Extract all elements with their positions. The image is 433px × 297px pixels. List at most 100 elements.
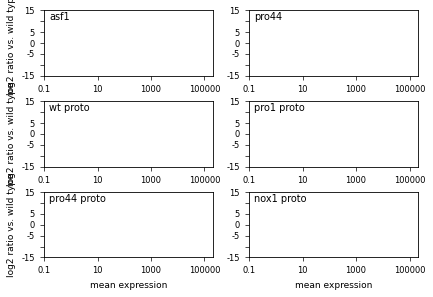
Point (166, 45, 173, 49)
Point (316, 37, 323, 41)
Point (296, 215, 303, 220)
Point (90, 129, 97, 133)
Point (393, 41, 400, 46)
Point (183, 218, 190, 222)
Point (128, 223, 135, 228)
Point (152, 39, 159, 44)
Point (332, 216, 339, 221)
Point (79, 214, 86, 219)
Point (136, 226, 142, 231)
Point (330, 218, 337, 223)
Point (182, 225, 189, 230)
Point (61, 137, 68, 142)
Point (259, 129, 266, 134)
Point (88, 43, 95, 48)
Point (291, 108, 298, 113)
Point (414, 41, 420, 45)
Point (388, 141, 395, 146)
Point (275, 219, 282, 224)
Point (362, 127, 369, 132)
Point (208, 131, 215, 135)
Point (253, 229, 260, 234)
Point (368, 221, 375, 226)
Point (258, 216, 265, 220)
Point (53, 203, 60, 207)
Point (77, 235, 84, 240)
Point (307, 199, 314, 203)
Point (246, 234, 253, 239)
Point (262, 34, 268, 39)
Point (377, 45, 384, 50)
Point (370, 128, 377, 132)
Point (105, 140, 112, 144)
Point (193, 220, 200, 225)
Point (149, 28, 156, 33)
Point (250, 136, 257, 140)
Point (192, 224, 199, 229)
Point (123, 46, 130, 50)
Point (90, 213, 97, 218)
Point (350, 222, 357, 227)
Point (333, 122, 340, 127)
Point (81, 51, 88, 56)
Point (273, 127, 280, 131)
Point (278, 209, 285, 214)
Point (196, 222, 203, 227)
Point (102, 122, 109, 127)
Point (41, 35, 48, 40)
Point (310, 40, 317, 45)
Point (55, 57, 62, 62)
Point (199, 132, 206, 137)
Point (103, 228, 110, 233)
Point (376, 133, 383, 138)
Point (354, 237, 361, 242)
Point (71, 239, 78, 244)
Point (330, 121, 337, 126)
Point (373, 42, 380, 47)
Point (385, 221, 391, 226)
Point (144, 37, 151, 42)
Point (315, 225, 322, 230)
Point (183, 37, 190, 42)
Point (64, 41, 71, 45)
Point (403, 224, 410, 229)
Point (47, 63, 54, 68)
Point (186, 129, 193, 134)
Point (42, 247, 48, 252)
Point (285, 133, 292, 138)
Point (316, 138, 323, 143)
Point (96, 227, 103, 232)
Point (137, 141, 144, 146)
Point (380, 219, 387, 224)
Point (156, 213, 163, 217)
Point (386, 138, 393, 142)
Point (176, 124, 183, 129)
Point (402, 224, 409, 228)
Point (248, 214, 255, 219)
Point (199, 132, 206, 137)
Point (320, 151, 327, 156)
Point (45, 17, 52, 22)
Point (381, 134, 388, 139)
Point (278, 223, 285, 228)
Point (342, 217, 349, 221)
Point (92, 122, 99, 127)
Point (305, 127, 312, 132)
Point (126, 41, 132, 46)
Point (302, 123, 309, 127)
Point (249, 38, 255, 42)
Point (349, 226, 355, 230)
Point (116, 120, 123, 125)
Point (95, 132, 102, 137)
Point (268, 114, 275, 119)
Point (325, 210, 332, 215)
Point (176, 44, 183, 49)
Point (389, 129, 396, 134)
Point (252, 221, 259, 226)
Point (397, 223, 404, 228)
Point (159, 134, 166, 139)
Point (349, 120, 356, 125)
Point (107, 215, 114, 220)
Point (323, 39, 330, 43)
Point (320, 39, 327, 43)
